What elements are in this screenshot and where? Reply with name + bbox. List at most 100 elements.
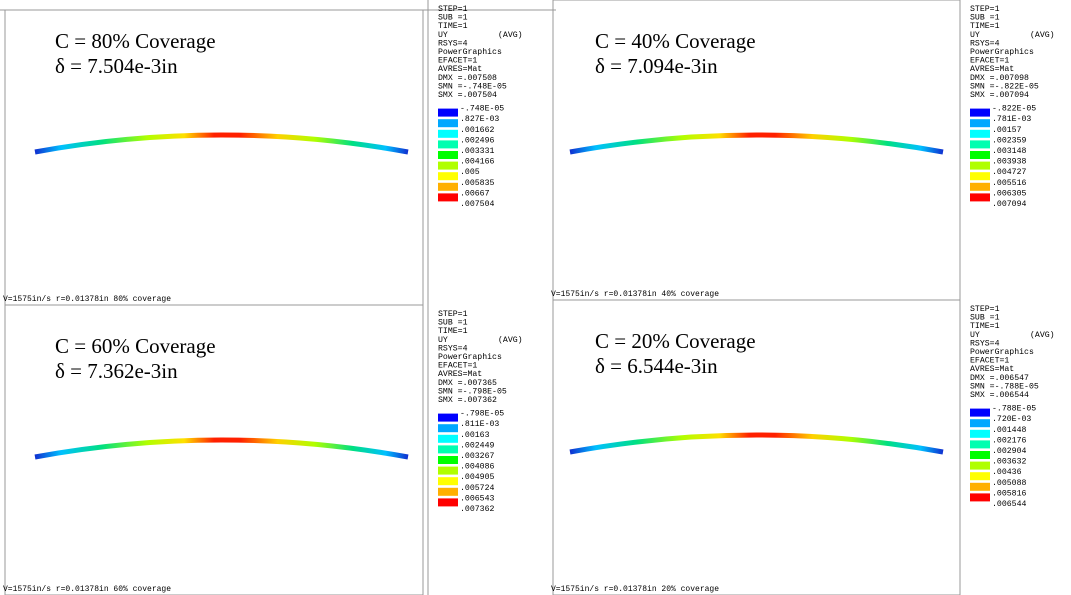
legend-swatch (970, 183, 990, 191)
legend-swatch (438, 162, 458, 170)
legend-swatch (438, 456, 458, 464)
legend-swatch (438, 467, 458, 475)
legend-level: .002904 (992, 447, 1026, 456)
footer: V=1575in/s r=0.01378in 80% coverage (3, 295, 171, 304)
legend-swatch (438, 172, 458, 180)
deflection: δ = 6.544e-3in (595, 354, 718, 378)
legend-level: .00163 (460, 431, 490, 440)
legend-swatch (970, 119, 990, 127)
legend-swatch (438, 193, 458, 201)
legend-setting: SMX =.007362 (438, 396, 497, 405)
deflection: δ = 7.504e-3in (55, 54, 178, 78)
legend-swatch (438, 488, 458, 496)
legend-swatch (970, 409, 990, 417)
legend-swatch (438, 119, 458, 127)
beam (35, 440, 408, 457)
legend-setting: SMX =.007504 (438, 91, 497, 100)
legend-swatch (438, 477, 458, 485)
legend-swatch (438, 424, 458, 432)
legend-level: .003267 (460, 452, 494, 461)
legend-level: .003148 (992, 147, 1026, 156)
panel-title: C = 80% Coverage (55, 29, 216, 53)
legend-level: .720E-03 (992, 415, 1031, 424)
legend-setting: PowerGraphics (438, 47, 502, 57)
results-figure: C = 80% Coverageδ = 7.504e-3in V=1575in/s… (0, 0, 1071, 595)
legend-swatch (970, 193, 990, 201)
legend-average: (AVG) (1030, 330, 1055, 340)
legend-swatch (438, 130, 458, 138)
legend-average: (AVG) (498, 335, 523, 345)
legend-level: -.798E-05 (460, 410, 504, 419)
legend-level: .811E-03 (460, 420, 499, 429)
legend-swatch (970, 483, 990, 491)
legend-swatch (970, 462, 990, 470)
legend-swatch (438, 414, 458, 422)
legend-swatch (438, 151, 458, 159)
legend-level: .002449 (460, 441, 494, 450)
legend-swatch (438, 183, 458, 191)
legend-level: .005835 (460, 179, 494, 188)
legend-level: -.822E-05 (992, 105, 1036, 114)
deflection: δ = 7.362e-3in (55, 359, 178, 383)
footer: V=1575in/s r=0.01378in 20% coverage (551, 585, 719, 594)
legend-level: .003632 (992, 458, 1026, 467)
legend-swatch (438, 498, 458, 506)
legend-swatch (970, 493, 990, 501)
legend-level: .005516 (992, 179, 1026, 188)
legend-level: .003938 (992, 158, 1026, 167)
footer: V=1575in/s r=0.01378in 60% coverage (3, 585, 171, 594)
legend-setting: PowerGraphics (970, 47, 1034, 57)
footer: V=1575in/s r=0.01378in 40% coverage (551, 290, 719, 299)
legend-level: .006305 (992, 189, 1026, 198)
legend-level: .00667 (460, 189, 490, 198)
legend-level: -.748E-05 (460, 105, 504, 114)
legend-level: .003331 (460, 147, 494, 156)
legend-level: .005724 (460, 484, 494, 493)
panel-title: C = 40% Coverage (595, 29, 756, 53)
legend-swatch (970, 162, 990, 170)
legend-level: .005 (460, 168, 480, 177)
legend-swatch (970, 451, 990, 459)
legend-setting: SMX =.007094 (970, 91, 1029, 100)
legend-level: .781E-03 (992, 115, 1031, 124)
legend-level: -.788E-05 (992, 405, 1036, 414)
legend-level: .00436 (992, 468, 1022, 477)
legend-level: .002359 (992, 136, 1026, 145)
legend-level: .002176 (992, 436, 1026, 445)
legend-level: .001448 (992, 426, 1026, 435)
legend-swatch (438, 445, 458, 453)
legend-swatch (970, 109, 990, 117)
legend-swatch (438, 109, 458, 117)
legend-swatch (438, 435, 458, 443)
legend-swatch (970, 130, 990, 138)
panel-title: C = 60% Coverage (55, 334, 216, 358)
deflection: δ = 7.094e-3in (595, 54, 718, 78)
legend-swatch (970, 440, 990, 448)
legend-swatch (970, 430, 990, 438)
legend-level: .004166 (460, 158, 494, 167)
legend-level: .00157 (992, 126, 1022, 135)
legend-setting: PowerGraphics (438, 352, 502, 362)
legend-level: .007504 (460, 200, 494, 209)
legend-setting: SMX =.006544 (970, 391, 1029, 400)
panel-title: C = 20% Coverage (595, 329, 756, 353)
legend-swatch (970, 151, 990, 159)
legend-level: .005816 (992, 489, 1026, 498)
legend-level: .007094 (992, 200, 1026, 209)
beam (570, 135, 943, 152)
legend-level: .001662 (460, 126, 494, 135)
legend-level: .005088 (992, 479, 1026, 488)
legend-level: .007362 (460, 505, 494, 514)
legend-average: (AVG) (498, 30, 523, 40)
legend-level: .004905 (460, 473, 494, 482)
legend-level: .004727 (992, 168, 1026, 177)
legend-swatch (970, 172, 990, 180)
legend-setting: PowerGraphics (970, 347, 1034, 357)
legend-level: .827E-03 (460, 115, 499, 124)
legend-average: (AVG) (1030, 30, 1055, 40)
legend-level: .006543 (460, 494, 494, 503)
legend-level: .002496 (460, 136, 494, 145)
beam (35, 135, 408, 152)
beam (570, 435, 943, 452)
legend-level: .004086 (460, 463, 494, 472)
